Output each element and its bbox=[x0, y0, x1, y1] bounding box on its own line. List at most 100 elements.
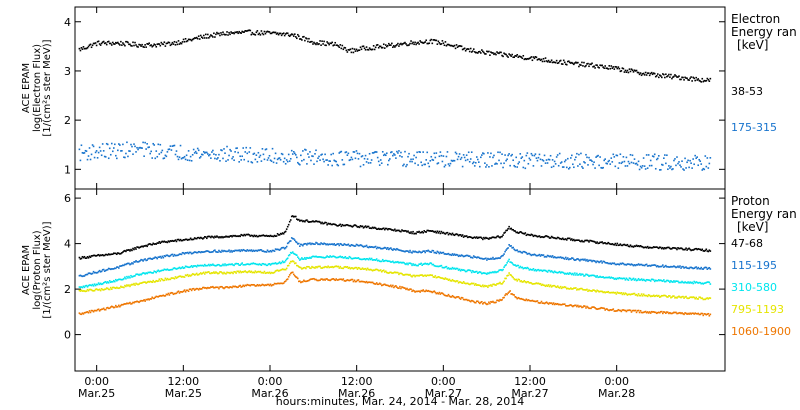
proton-data-point bbox=[572, 239, 574, 242]
proton-data-point bbox=[336, 243, 339, 245]
proton-data-point bbox=[127, 277, 129, 279]
proton-data-point bbox=[208, 271, 210, 273]
proton-data-point bbox=[697, 312, 700, 315]
electron-data-point bbox=[670, 73, 672, 76]
proton-data-point bbox=[488, 238, 490, 240]
proton-data-point bbox=[332, 266, 334, 269]
proton-data-point bbox=[120, 285, 122, 288]
proton-data-point bbox=[678, 247, 680, 250]
proton-data-point bbox=[150, 271, 152, 274]
proton-data-point bbox=[320, 242, 322, 244]
proton-data-point bbox=[181, 275, 184, 278]
proton-data-point bbox=[158, 241, 161, 243]
proton-data-point bbox=[552, 237, 555, 239]
proton-data-point bbox=[653, 246, 656, 249]
proton-data-point bbox=[478, 271, 480, 274]
proton-data-point bbox=[379, 269, 382, 271]
proton-data-point bbox=[84, 290, 87, 293]
proton-data-point bbox=[657, 294, 660, 297]
proton-data-point bbox=[465, 298, 468, 301]
proton-data-point bbox=[254, 270, 257, 272]
proton-data-point bbox=[421, 290, 423, 292]
proton-data-point bbox=[703, 250, 706, 252]
electron-data-point bbox=[588, 65, 590, 68]
electron-data-point bbox=[254, 158, 257, 161]
proton-data-point bbox=[374, 259, 377, 261]
proton-data-point bbox=[587, 274, 589, 277]
electron-data-point bbox=[668, 165, 670, 167]
proton-data-point bbox=[445, 253, 448, 256]
electron-data-point bbox=[275, 33, 278, 35]
proton-data-point bbox=[91, 283, 94, 286]
electron-data-point bbox=[405, 165, 407, 168]
proton-data-point bbox=[133, 248, 135, 251]
proton-data-point bbox=[202, 286, 205, 289]
proton-data-point bbox=[606, 308, 609, 310]
electron-data-point bbox=[555, 59, 558, 62]
proton-data-point bbox=[336, 225, 339, 227]
proton-data-point bbox=[367, 268, 370, 271]
electron-data-point bbox=[558, 60, 561, 62]
proton-data-point bbox=[641, 264, 644, 267]
electron-data-point bbox=[645, 74, 648, 76]
proton-data-point bbox=[403, 261, 405, 264]
electron-data-point bbox=[175, 150, 178, 152]
electron-data-point bbox=[575, 156, 577, 159]
electron-data-point bbox=[677, 76, 679, 78]
electron-data-point bbox=[656, 73, 659, 75]
proton-data-point bbox=[260, 284, 263, 287]
proton-data-point bbox=[432, 263, 435, 266]
proton-data-point bbox=[387, 228, 389, 231]
proton-data-point bbox=[240, 271, 242, 274]
proton-data-point bbox=[463, 255, 466, 258]
proton-data-point bbox=[567, 287, 570, 290]
proton-data-point bbox=[688, 297, 690, 299]
proton-data-point bbox=[196, 264, 199, 267]
electron-data-point bbox=[444, 164, 447, 166]
proton-data-point bbox=[512, 246, 514, 249]
proton-data-point bbox=[272, 283, 275, 286]
proton-data-point bbox=[322, 279, 324, 281]
electron-data-point bbox=[160, 41, 163, 44]
proton-data-point bbox=[645, 294, 648, 297]
proton-data-point bbox=[394, 271, 396, 273]
proton-data-point bbox=[614, 242, 617, 245]
proton-data-point bbox=[502, 268, 504, 271]
electron-data-point bbox=[489, 54, 491, 56]
proton-data-point bbox=[627, 263, 630, 265]
proton-data-point bbox=[530, 268, 533, 271]
proton-data-point bbox=[562, 238, 565, 241]
proton-data-point bbox=[260, 234, 263, 237]
proton-data-point bbox=[117, 252, 119, 254]
proton-data-point bbox=[103, 288, 106, 291]
electron-data-point bbox=[637, 71, 640, 74]
electron-data-point bbox=[426, 151, 429, 154]
proton-data-point bbox=[359, 244, 362, 246]
electron-data-point bbox=[350, 156, 353, 159]
electron-data-point bbox=[265, 31, 268, 33]
proton-data-point bbox=[585, 273, 587, 276]
proton-data-point bbox=[251, 284, 254, 286]
proton-data-point bbox=[240, 233, 242, 236]
proton-data-point bbox=[562, 303, 565, 306]
proton-data-point bbox=[101, 283, 104, 285]
proton-data-point bbox=[404, 262, 406, 265]
proton-data-point bbox=[300, 258, 302, 261]
proton-data-point bbox=[382, 260, 385, 263]
proton-data-point bbox=[305, 280, 307, 283]
electron-data-point bbox=[87, 155, 90, 157]
electron-data-point bbox=[320, 154, 322, 156]
proton-data-point bbox=[114, 252, 116, 255]
proton-data-point bbox=[622, 277, 625, 280]
proton-data-point bbox=[243, 270, 246, 273]
proton-data-point bbox=[96, 271, 99, 274]
electron-data-point bbox=[542, 160, 545, 162]
electron-data-point bbox=[397, 42, 399, 45]
proton-data-point bbox=[647, 312, 650, 314]
electron-data-point bbox=[496, 163, 498, 165]
electron-data-point bbox=[534, 153, 537, 155]
proton-data-point bbox=[198, 251, 201, 253]
proton-data-point bbox=[469, 269, 472, 272]
proton-data-point bbox=[515, 296, 518, 299]
proton-data-point bbox=[360, 280, 363, 283]
